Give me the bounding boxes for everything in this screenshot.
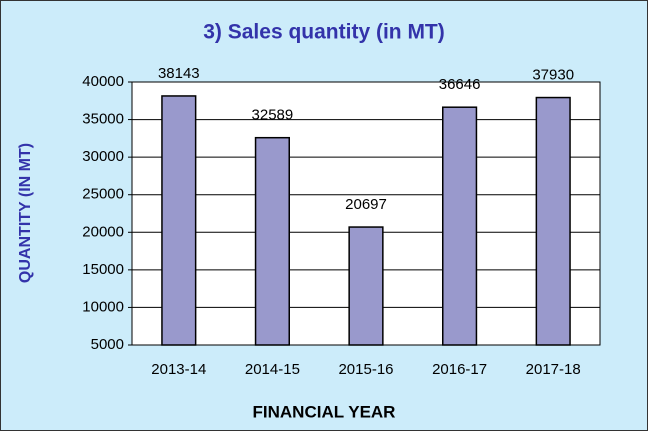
x-tick-label: 2015-16 [338, 361, 393, 378]
x-tick-label: 2013-14 [151, 361, 206, 378]
y-tick-label: 5000 [91, 336, 124, 353]
y-tick-label: 40000 [82, 73, 124, 90]
y-tick-label: 35000 [82, 111, 124, 128]
y-tick-label: 20000 [82, 223, 124, 240]
data-label: 36646 [439, 76, 481, 93]
data-label: 37930 [532, 67, 574, 84]
x-axis-label: FINANCIAL YEAR [253, 402, 396, 421]
chart-title: 3) Sales quantity (in MT) [203, 21, 445, 44]
data-label: 20697 [345, 196, 387, 213]
bar [348, 226, 384, 346]
y-tick-label: 15000 [82, 261, 124, 278]
x-tick-label: 2016-17 [432, 361, 487, 378]
y-tick-label: 30000 [82, 148, 124, 165]
y-tick-label: 25000 [82, 186, 124, 203]
x-tick-label: 2014-15 [245, 361, 300, 378]
data-label: 32589 [252, 107, 294, 124]
data-label: 38143 [158, 65, 200, 82]
y-tick-label: 10000 [82, 298, 124, 315]
bar [535, 96, 571, 346]
x-tick-label: 2017-18 [526, 361, 581, 378]
bar [254, 136, 290, 346]
y-axis-label: QUANTITY (IN MT) [17, 143, 34, 283]
bar [442, 106, 478, 346]
bar [161, 95, 197, 346]
